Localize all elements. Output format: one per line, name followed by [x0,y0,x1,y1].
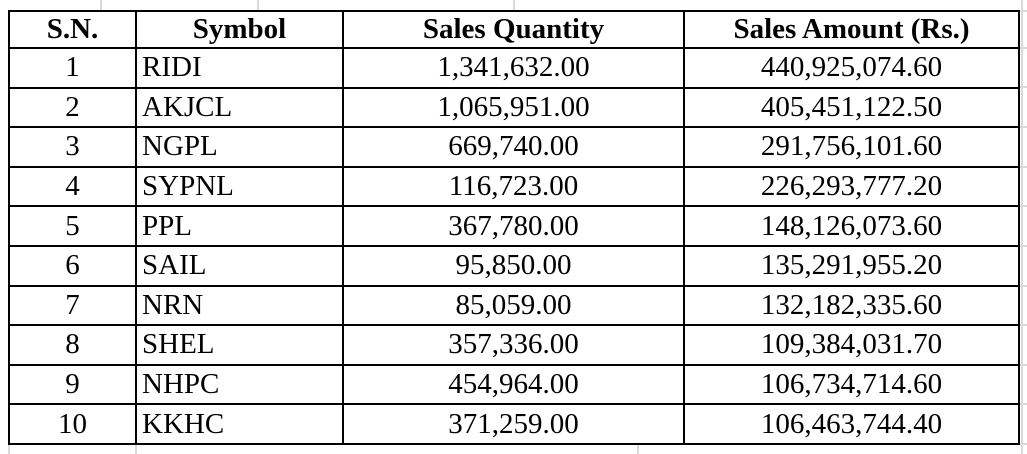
table-row: 5 PPL 367,780.00 148,126,073.60 [8,205,1020,247]
faint-gridline-right-margin-stub [1018,245,1027,247]
cell-amount: 291,756,101.60 [683,126,1020,168]
cell-symbol: KKHC [135,403,344,445]
cell-quantity: 116,723.00 [342,165,685,208]
cell-amount: 132,182,335.60 [683,284,1020,327]
table-row: 9 NHPC 454,964.00 106,734,714.60 [8,363,1020,406]
cell-symbol: RIDI [135,47,344,89]
faint-gridline-right-margin-stub [1018,403,1027,405]
cell-symbol: SAIL [135,244,344,287]
table-row: 4 SYPNL 116,723.00 226,293,777.20 [8,165,1020,208]
faint-gridline-right-margin-stub [1018,86,1027,88]
cell-sn: 3 [8,126,137,168]
cell-quantity: 1,341,632.00 [342,47,685,89]
cell-sn: 6 [8,244,137,287]
table-row: 2 AKJCL 1,065,951.00 405,451,122.50 [8,86,1020,129]
cell-sn: 9 [8,363,137,406]
cell-symbol: NRN [135,284,344,327]
cell-sn: 5 [8,205,137,247]
cell-symbol: NHPC [135,363,344,406]
faint-gridline-top-stub [513,0,515,10]
cell-sn: 10 [8,403,137,445]
faint-gridline-right-margin-stub [1018,443,1027,445]
cell-sn: 4 [8,165,137,208]
table-row: 7 NRN 85,059.00 132,182,335.60 [8,284,1020,327]
faint-gridline-top-stub [257,0,259,10]
cell-quantity: 669,740.00 [342,126,685,168]
column-header-quantity: Sales Quantity [342,10,685,49]
cell-symbol: NGPL [135,126,344,168]
faint-gridline-right-margin-stub [1018,126,1027,128]
column-header-amount: Sales Amount (Rs.) [683,10,1020,49]
cell-amount: 440,925,074.60 [683,47,1020,89]
cell-amount: 148,126,073.60 [683,205,1020,247]
faint-gridline-bottom-stub [8,444,10,454]
faint-gridline-bottom-stub [637,444,639,454]
cell-amount: 106,734,714.60 [683,363,1020,406]
cell-quantity: 454,964.00 [342,363,685,406]
cell-quantity: 85,059.00 [342,284,685,327]
table-row: 1 RIDI 1,341,632.00 440,925,074.60 [8,47,1020,89]
faint-gridline-right-margin-stub [1018,47,1027,49]
faint-gridline-right-margin-stub [1018,364,1027,366]
table-row: 8 SHEL 357,336.00 109,384,031.70 [8,324,1020,366]
cell-quantity: 357,336.00 [342,324,685,366]
faint-gridline-right-margin-stub [1018,205,1027,207]
faint-gridline-vertical-right [1021,0,1023,454]
cell-symbol: AKJCL [135,86,344,129]
faint-gridline-top-stub [100,0,102,10]
table-row: 3 NGPL 669,740.00 291,756,101.60 [8,126,1020,168]
cell-amount: 226,293,777.20 [683,165,1020,208]
faint-gridline-right-margin-stub [1018,285,1027,287]
cell-symbol: SYPNL [135,165,344,208]
cell-quantity: 1,065,951.00 [342,86,685,129]
cell-symbol: PPL [135,205,344,247]
cell-quantity: 371,259.00 [342,403,685,445]
table-row: 6 SAIL 95,850.00 135,291,955.20 [8,244,1020,287]
sales-table: S.N. Symbol Sales Quantity Sales Amount … [8,10,1020,445]
cell-quantity: 95,850.00 [342,244,685,287]
table-header-row: S.N. Symbol Sales Quantity Sales Amount … [8,10,1020,49]
cell-sn: 2 [8,86,137,129]
column-header-symbol: Symbol [135,10,344,49]
cell-symbol: SHEL [135,324,344,366]
table-row: 10 KKHC 371,259.00 106,463,744.40 [8,403,1020,445]
faint-gridline-right-margin-stub [1018,10,1027,12]
faint-gridline-bottom-stub [135,444,137,454]
cell-amount: 135,291,955.20 [683,244,1020,287]
faint-gridline-right-margin-stub [1018,166,1027,168]
cell-amount: 109,384,031.70 [683,324,1020,366]
cell-sn: 8 [8,324,137,366]
cell-quantity: 367,780.00 [342,205,685,247]
cell-sn: 1 [8,47,137,89]
cell-amount: 405,451,122.50 [683,86,1020,129]
cell-sn: 7 [8,284,137,327]
faint-gridline-right-margin-stub [1018,324,1027,326]
table-body: 1 RIDI 1,341,632.00 440,925,074.60 2 AKJCL 1,0… [8,47,1020,445]
cell-amount: 106,463,744.40 [683,403,1020,445]
column-header-sn: S.N. [8,10,137,49]
